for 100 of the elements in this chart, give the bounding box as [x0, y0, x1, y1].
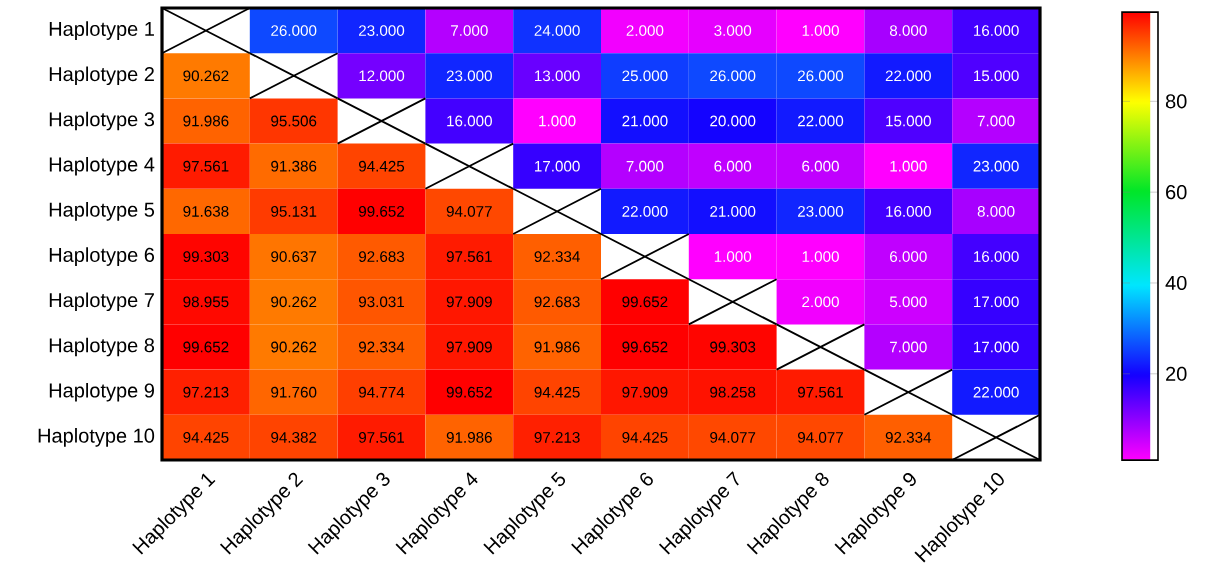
data-label: 99.652	[622, 341, 668, 353]
data-label: 91.760	[271, 386, 317, 398]
data-label: 22.000	[798, 115, 844, 127]
data-label: 17.000	[974, 296, 1019, 308]
data-label: 97.213	[534, 432, 580, 443]
data-label: 13.000	[535, 70, 580, 82]
data-label: 97.909	[622, 386, 668, 398]
data-label: 94.425	[622, 432, 668, 443]
data-label: 92.334	[885, 432, 932, 443]
data-label: 17.000	[974, 341, 1019, 353]
data-label: 98.258	[710, 386, 756, 398]
data-label: 90.262	[271, 341, 317, 353]
data-label: 92.334	[534, 251, 580, 262]
data-label: 8.000	[889, 25, 927, 36]
data-label: 90.262	[271, 296, 317, 308]
data-label: 92.683	[358, 251, 405, 262]
data-label: 16.000	[447, 115, 492, 127]
data-label: 2.000	[626, 25, 664, 36]
y-tick-label: Haplotype 5	[49, 202, 155, 221]
data-label: 26.000	[710, 70, 756, 82]
data-label: 8.000	[977, 206, 1015, 217]
data-label: 99.652	[183, 341, 229, 353]
data-label: 20.000	[710, 115, 756, 127]
y-tick-label: Haplotype 2	[49, 66, 154, 86]
data-label: 93.031	[358, 296, 405, 308]
color-bar-label: 80	[1165, 94, 1187, 109]
data-label: 23.000	[973, 160, 1019, 172]
data-label: 16.000	[886, 206, 931, 217]
data-label: 2.000	[802, 296, 839, 308]
data-label: 94.425	[534, 386, 580, 398]
data-label: 5.000	[889, 296, 927, 308]
data-label: 99.652	[358, 206, 404, 217]
data-label: 22.000	[885, 70, 931, 82]
data-label: 21.000	[710, 206, 756, 217]
data-label: 91.986	[446, 432, 492, 443]
color-bar-label: 60	[1166, 185, 1187, 200]
data-label: 92.683	[534, 296, 580, 308]
data-label: 1.000	[802, 25, 839, 36]
data-label: 7.000	[890, 341, 927, 353]
data-label: 94.774	[358, 386, 405, 398]
data-label: 98.955	[183, 296, 229, 308]
data-label: 99.652	[622, 296, 668, 308]
data-label: 16.000	[974, 25, 1019, 36]
data-label: 7.000	[626, 160, 664, 172]
data-label: 97.561	[446, 251, 492, 262]
data-label: 7.000	[451, 25, 488, 36]
y-tick-label: Haplotype 1	[49, 21, 154, 40]
data-label: 95.131	[271, 206, 317, 217]
color-bar-label: 20	[1166, 366, 1187, 381]
data-label: 22.000	[622, 206, 668, 217]
data-label: 24.000	[534, 25, 580, 36]
data-label: 91.986	[183, 115, 229, 127]
data-label: 91.986	[534, 341, 580, 353]
data-label: 91.386	[271, 160, 317, 172]
data-label: 3.000	[714, 25, 752, 36]
data-label: 1.000	[890, 160, 927, 172]
y-tick-label: Haplotype 3	[49, 111, 155, 131]
data-label: 15.000	[886, 115, 931, 127]
data-label: 97.561	[358, 432, 405, 443]
data-label: 1.000	[539, 115, 576, 127]
data-label: 99.303	[183, 251, 229, 262]
data-label: 94.077	[710, 432, 756, 443]
y-tick-label: Haplotype 9	[49, 382, 154, 402]
data-label: 97.213	[183, 386, 229, 398]
y-tick-label: Haplotype 8	[49, 337, 155, 357]
data-label: 26.000	[798, 70, 844, 82]
data-label: 16.000	[974, 251, 1019, 262]
data-label: 99.303	[710, 341, 756, 353]
data-label: 94.077	[446, 206, 492, 217]
y-tick-label: Haplotype 6	[49, 247, 155, 266]
data-label: 94.425	[358, 160, 405, 172]
data-label: 1.000	[802, 251, 839, 262]
data-label: 1.000	[714, 251, 752, 262]
data-label: 97.561	[183, 160, 229, 172]
data-label: 97.909	[446, 296, 492, 308]
y-tick-label: Haplotype 10	[38, 428, 155, 447]
data-label: 97.909	[446, 341, 492, 353]
color-bar-label: 40	[1165, 275, 1187, 291]
data-label: 94.077	[797, 432, 843, 443]
data-label: 94.425	[183, 432, 229, 443]
data-label: 97.561	[797, 386, 843, 398]
data-label: 23.000	[359, 25, 405, 36]
data-label: 94.382	[271, 432, 317, 443]
data-label: 90.637	[271, 251, 317, 262]
data-label: 12.000	[359, 70, 405, 82]
data-label: 99.652	[446, 386, 492, 398]
data-label: 6.000	[890, 251, 927, 262]
data-label: 91.638	[183, 206, 229, 217]
data-label: 90.262	[183, 70, 229, 82]
y-tick-label: Haplotype 7	[49, 292, 154, 312]
data-label: 23.000	[446, 70, 492, 82]
y-tick-label: Haplotype 4	[49, 156, 155, 176]
data-label: 15.000	[974, 70, 1019, 82]
data-label: 95.506	[271, 115, 317, 127]
data-label: 22.000	[973, 386, 1019, 398]
data-label: 25.000	[622, 70, 668, 82]
data-label: 23.000	[798, 206, 844, 217]
data-label: 26.000	[271, 25, 317, 36]
data-label: 7.000	[977, 115, 1015, 127]
data-label: 92.334	[358, 341, 405, 353]
